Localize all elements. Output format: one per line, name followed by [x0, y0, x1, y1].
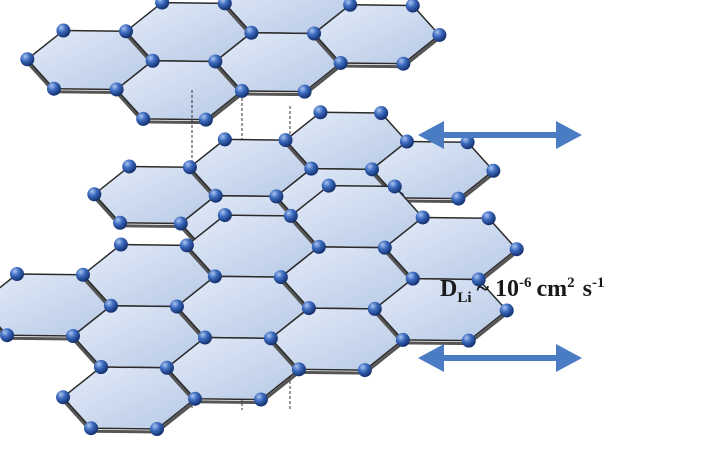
carbon-atom — [66, 329, 80, 343]
carbon-atom — [198, 112, 213, 127]
carbon-atom — [273, 270, 288, 285]
carbon-atom — [374, 106, 389, 121]
carbon-atom — [217, 132, 232, 147]
carbon-atom — [301, 301, 316, 316]
carbon-atom — [481, 211, 496, 226]
carbon-atom — [84, 421, 99, 436]
arrow-head — [418, 121, 444, 149]
unit: cm — [537, 276, 568, 302]
carbon-atom — [10, 267, 24, 281]
diffusion-coefficient-label: DLi ~ 10-6 cm2 s-1 — [440, 275, 605, 306]
carbon-atom — [159, 360, 174, 375]
graphene-sheet — [20, 0, 447, 127]
graphene-layers — [0, 0, 524, 436]
carbon-atom — [20, 52, 35, 67]
carbon-atom — [122, 159, 137, 174]
carbon-atom — [75, 267, 90, 282]
carbon-atom — [460, 135, 475, 150]
carbon-atom — [94, 360, 108, 374]
carbon-atom — [269, 189, 284, 204]
carbon-atom — [461, 333, 476, 348]
carbon-atom — [0, 328, 15, 343]
carbon-atom — [113, 237, 128, 252]
arrow-head — [556, 121, 582, 149]
carbon-atom — [113, 215, 128, 230]
carbon-atom — [432, 27, 447, 42]
carbon-atom — [56, 23, 71, 38]
carbon-atom — [499, 303, 514, 318]
carbon-atom — [333, 55, 348, 70]
carbon-atom — [56, 390, 71, 405]
carbon-atom — [197, 330, 212, 345]
carbon-atom — [173, 216, 188, 231]
carbon-atom — [357, 363, 372, 378]
exponent: -6 — [519, 275, 532, 291]
carbon-atom — [217, 0, 232, 11]
carbon-atom — [405, 0, 420, 13]
carbon-atom — [278, 133, 293, 148]
carbon-atom — [150, 422, 164, 436]
carbon-atom — [405, 271, 420, 286]
graphene-sheet — [0, 178, 524, 436]
carbon-atom — [291, 362, 306, 377]
carbon-atom — [109, 82, 124, 97]
time-unit: s — [583, 276, 592, 302]
carbon-atom — [399, 134, 414, 149]
diffusion-arrow — [418, 344, 582, 372]
carbon-atom — [244, 25, 259, 40]
diffusion-arrow — [418, 121, 582, 149]
subscript: Li — [457, 290, 471, 306]
carbon-atom — [396, 56, 411, 71]
carbon-atom — [169, 299, 184, 314]
carbon-atom — [283, 208, 298, 223]
carbon-atom — [217, 208, 232, 223]
carbon-atom — [179, 238, 194, 253]
carbon-atom — [367, 301, 382, 316]
carbon-atom — [234, 83, 249, 98]
carbon-atom — [471, 272, 486, 287]
carbon-atom — [208, 188, 223, 203]
carbon-atom — [415, 210, 430, 225]
symbol: D — [440, 276, 457, 302]
carbon-atom — [321, 178, 336, 193]
carbon-atom — [253, 392, 268, 407]
carbon-atom — [297, 84, 312, 99]
carbon-atom — [46, 81, 61, 96]
carbon-atom — [207, 269, 222, 284]
carbon-atom — [377, 240, 392, 255]
carbon-atom — [486, 163, 501, 178]
approx: ~ 10 — [477, 276, 519, 302]
carbon-atom — [387, 179, 402, 194]
carbon-atom — [145, 53, 160, 68]
carbon-atom — [313, 105, 328, 120]
carbon-atom — [263, 331, 278, 346]
carbon-atom — [136, 111, 151, 126]
carbon-atom — [509, 242, 524, 257]
carbon-atom — [182, 160, 197, 175]
carbon-atom — [187, 391, 202, 406]
carbon-atom — [103, 298, 118, 313]
carbon-atom — [155, 0, 170, 10]
carbon-atom — [304, 161, 319, 176]
carbon-atom — [364, 162, 379, 177]
time-exponent: -1 — [592, 275, 605, 291]
unit-exponent: 2 — [567, 275, 575, 291]
carbon-atom — [395, 332, 410, 347]
carbon-atom — [311, 239, 326, 254]
arrow-head — [556, 344, 582, 372]
carbon-atom — [119, 24, 134, 39]
carbon-atom — [343, 0, 358, 12]
carbon-atom — [87, 187, 102, 202]
carbon-atom — [451, 191, 466, 206]
carbon-atom — [307, 26, 322, 41]
arrow-head — [418, 344, 444, 372]
carbon-atom — [208, 54, 223, 69]
